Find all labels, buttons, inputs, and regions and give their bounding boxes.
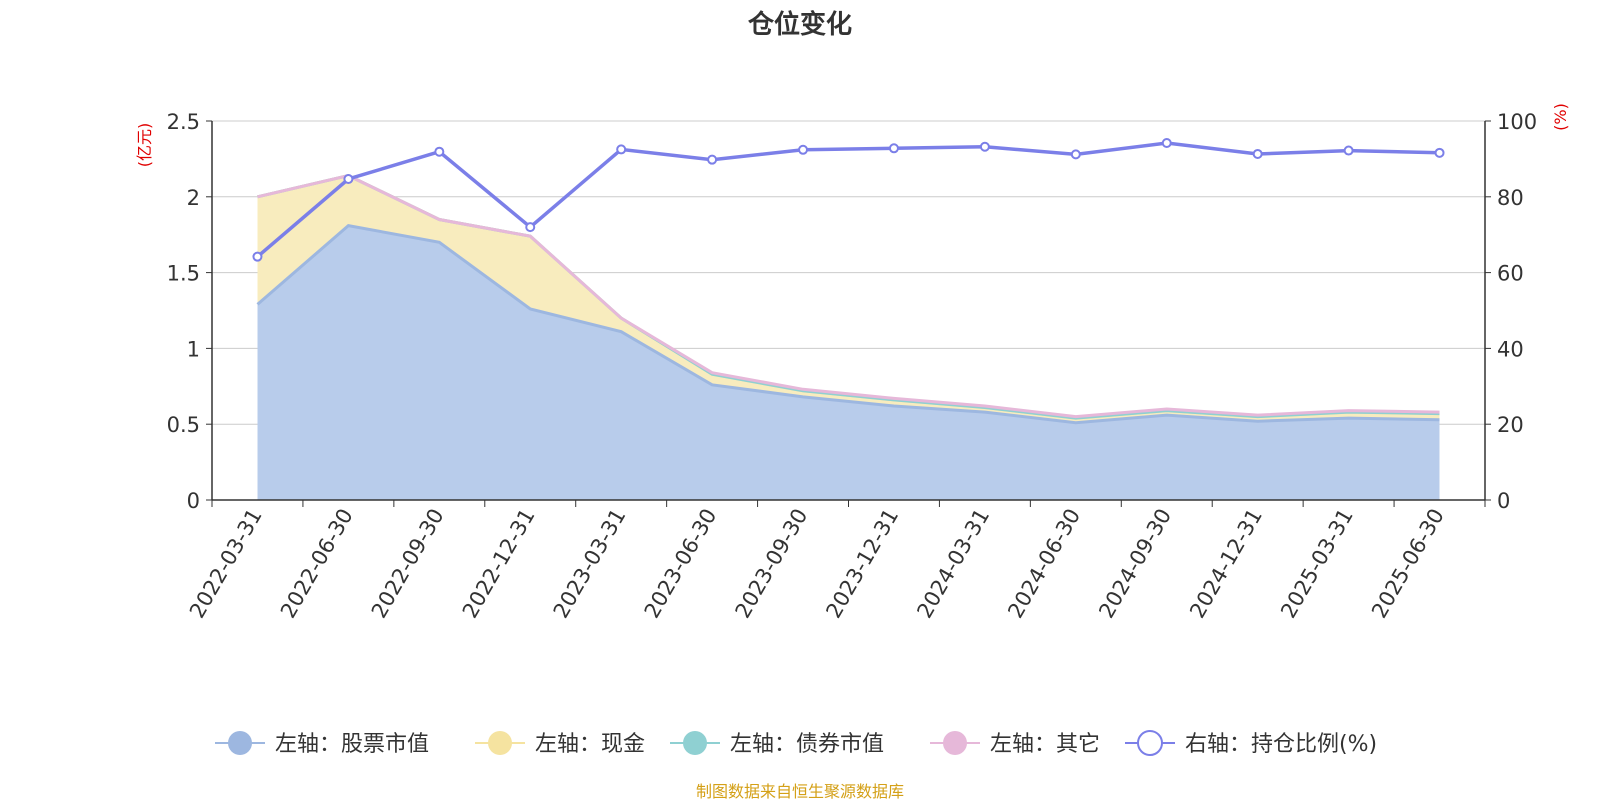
line-point [616,144,627,155]
legend-label: 左轴：债券市值 [730,732,884,757]
line-point [252,251,263,262]
line-point [434,146,445,157]
right-axis-unit: (%) [1551,103,1570,131]
left-axis-tick-label: 1.5 [167,262,200,286]
x-axis-tick-label: 2023-09-30 [731,505,813,623]
left-axis-tick-label: 0 [187,489,200,513]
line-point [1161,137,1172,148]
x-axis-tick-label: 2024-12-31 [1185,505,1267,623]
legend-marker [488,731,512,755]
x-axis-tick-label: 2025-03-31 [1276,505,1358,623]
legend-label: 左轴：现金 [535,732,645,757]
line-point [1434,147,1445,158]
legend-item: 左轴：债券市值 [670,731,884,757]
line-point [979,141,990,152]
x-axis-tick-label: 2023-03-31 [549,505,631,623]
right-axis-tick-label: 40 [1497,337,1524,361]
left-axis-unit: (亿元) [135,123,154,168]
line-point [525,222,536,233]
right-axis-tick-label: 100 [1497,110,1537,134]
x-axis-tick-label: 2025-06-30 [1367,505,1449,623]
legend-label: 左轴：其它 [990,732,1100,757]
legend-item: 左轴：股票市值 [215,731,429,757]
left-axis-tick-label: 2.5 [167,110,200,134]
x-axis-tick-label: 2024-03-31 [912,504,994,622]
area-line-左轴：其它 [257,174,1440,419]
chart-title: 仓位变化 [747,9,852,40]
right-axis-tick-label: 60 [1497,262,1524,286]
line-point [1343,145,1354,156]
x-axis-tick-label: 2023-12-31 [821,505,903,623]
legend-label: 左轴：股票市值 [275,732,429,757]
line-point [343,173,354,184]
legend-marker [228,731,252,755]
line-point [1252,148,1263,159]
x-axis-tick-label: 2022-03-31 [185,505,267,623]
x-axis-tick-label: 2022-12-31 [458,505,540,623]
legend-marker [683,731,707,755]
left-axis-tick-label: 0.5 [167,413,200,437]
x-axis-tick-label: 2022-06-30 [276,505,358,623]
legend-item: 左轴：其它 [930,731,1100,757]
line-point [798,144,809,155]
data-source-note: 制图数据来自恒生聚源数据库 [695,782,904,801]
line-point [1070,149,1081,160]
line-series-holding-ratio [256,141,1440,259]
legend-marker [943,731,967,755]
right-axis-tick-label: 20 [1497,413,1524,437]
left-axis-tick-label: 1 [187,337,200,361]
area-line-左轴：股票市值 [256,223,1440,425]
area-左轴：股票市值 [257,225,1440,500]
right-axis-tick-label: 80 [1497,186,1524,210]
x-axis-tick-label: 2024-06-30 [1003,505,1085,623]
x-axis-tick-label: 2022-09-30 [367,504,449,622]
legend-label: 右轴：持仓比例(%) [1185,732,1377,757]
x-axis-tick-label: 2023-06-30 [640,505,722,623]
right-axis-tick-label: 0 [1497,489,1510,513]
line-point [888,143,899,154]
left-axis-tick-label: 2 [187,186,200,210]
x-axis-tick-label: 2024-09-30 [1094,505,1176,623]
area-左轴：现金 [257,175,1440,423]
legend-marker [1137,730,1163,756]
line-point [707,154,718,165]
legend-item: 左轴：现金 [475,731,645,757]
legend-item: 右轴：持仓比例(%) [1125,730,1377,757]
